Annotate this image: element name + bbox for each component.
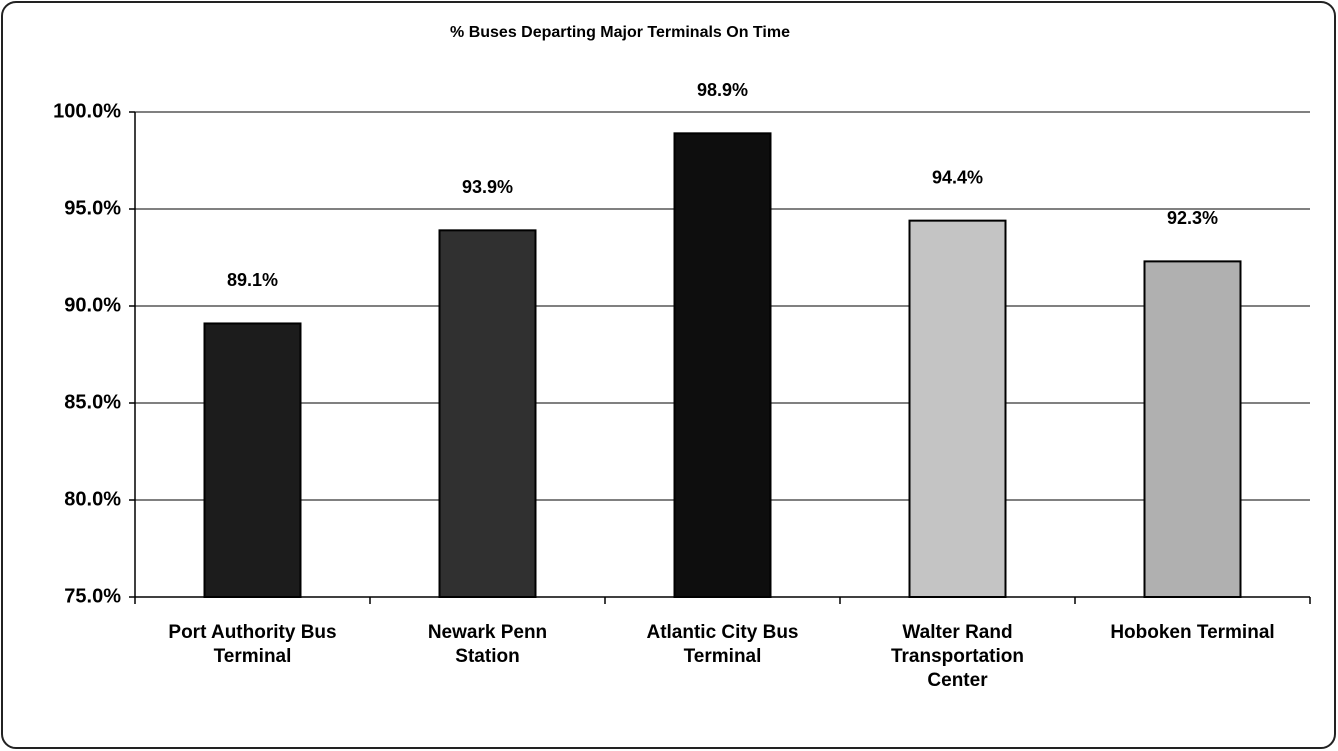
bar bbox=[908, 219, 1007, 598]
bar bbox=[1143, 260, 1242, 598]
x-tick-label: Newark Penn Station bbox=[427, 622, 548, 667]
value-label: 93.9% bbox=[462, 177, 513, 197]
y-tick-label: 95.0% bbox=[64, 197, 121, 219]
y-tick-label: 90.0% bbox=[64, 294, 121, 316]
value-label: 98.9% bbox=[697, 80, 748, 100]
x-tick-label: Atlantic City Bus Terminal bbox=[646, 622, 799, 667]
x-tick-label: Port Authority Bus Terminal bbox=[168, 622, 337, 667]
y-tick-label: 85.0% bbox=[64, 391, 121, 413]
x-tick-label: Walter Rand Transportation Center bbox=[890, 622, 1024, 691]
y-tick-label: 80.0% bbox=[64, 488, 121, 510]
value-label: 94.4% bbox=[932, 167, 983, 187]
chart-title: % Buses Departing Major Terminals On Tim… bbox=[450, 24, 790, 41]
bar bbox=[673, 132, 772, 598]
value-label: 89.1% bbox=[227, 270, 278, 290]
y-tick-label: 100.0% bbox=[53, 100, 121, 122]
bar bbox=[203, 322, 302, 598]
value-label: 92.3% bbox=[1167, 208, 1218, 228]
bar bbox=[438, 229, 537, 598]
x-tick-label: Hoboken Terminal bbox=[1110, 622, 1275, 643]
y-tick-label: 75.0% bbox=[64, 585, 121, 607]
